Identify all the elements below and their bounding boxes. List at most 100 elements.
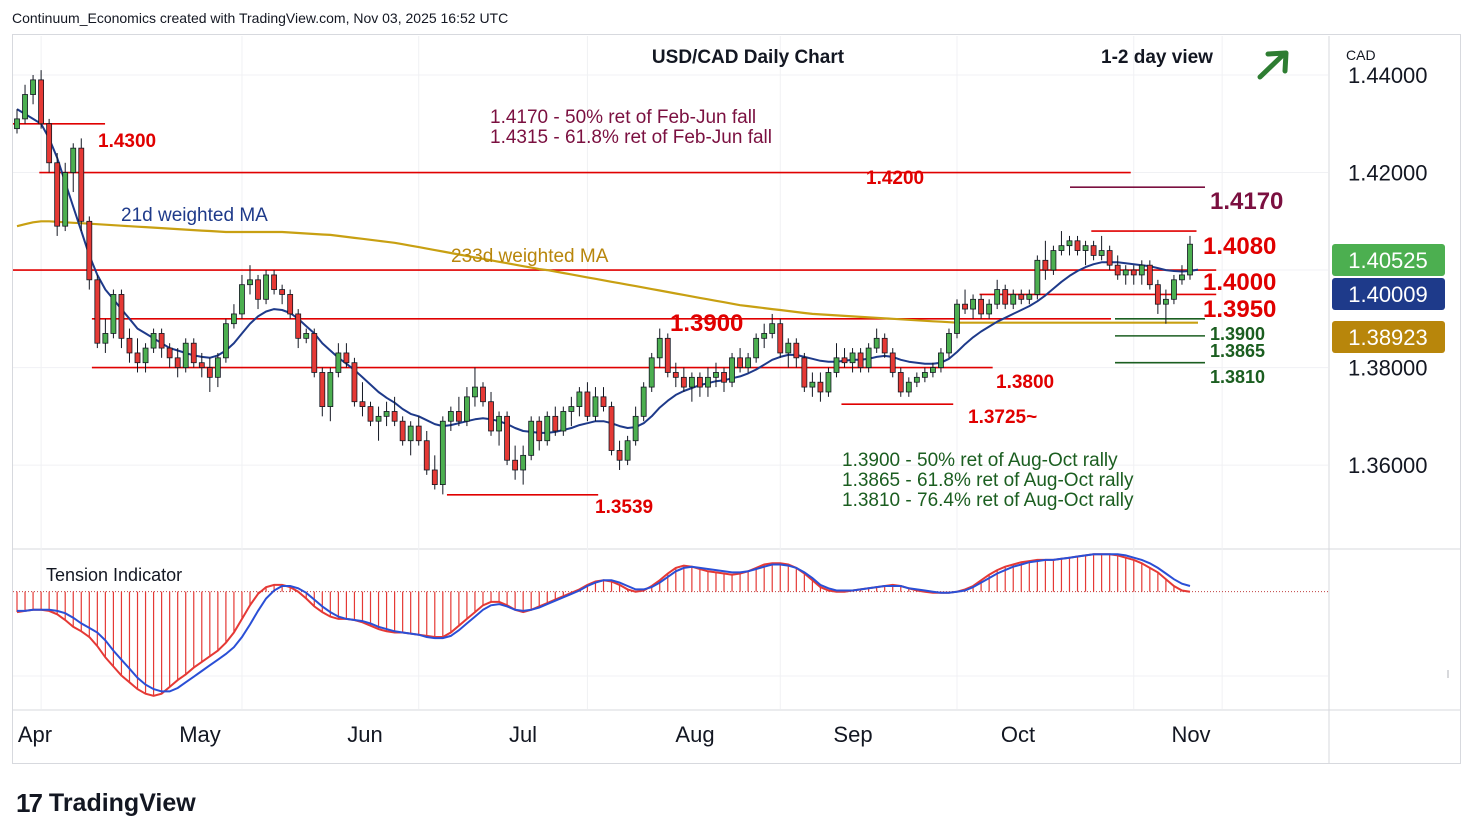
candle-body: [1114, 264, 1121, 276]
fib-level-label: 1.4170: [1210, 188, 1283, 215]
candle-body: [1042, 259, 1049, 271]
candle-body: [198, 362, 205, 368]
candle-body: [857, 352, 864, 368]
candle-body: [938, 352, 944, 368]
y-tick-label: 1.42000: [1348, 161, 1428, 186]
candle-body: [1026, 294, 1033, 300]
attribution-text: Continuum_Economics created with Trading…: [12, 10, 509, 26]
level-label: 1.3900: [670, 310, 743, 337]
fib-lower-note: 1.3810 - 76.4% ret of Aug-Oct rally: [842, 490, 1134, 511]
candle-body: [809, 381, 816, 388]
candle-body: [737, 357, 743, 368]
candle-body: [962, 303, 968, 310]
candle-body: [287, 294, 294, 315]
candle-body: [841, 357, 848, 364]
candle-body: [311, 333, 318, 373]
candle-body: [608, 406, 615, 451]
candle-body: [1130, 269, 1137, 276]
candle-body: [1010, 294, 1017, 305]
candle-body: [174, 357, 181, 368]
candle-body: [214, 357, 221, 378]
level-label: 1.3800: [996, 372, 1054, 393]
candle-body: [640, 386, 647, 417]
tension-indicator-label: Tension Indicator: [46, 565, 182, 585]
candle-body: [801, 357, 808, 388]
candle-body: [303, 333, 310, 339]
candle-body: [1162, 298, 1169, 305]
candle-body: [889, 352, 896, 373]
candle-body: [849, 352, 856, 364]
candle-body: [1074, 240, 1081, 251]
candle-body: [455, 411, 462, 422]
candle-body: [464, 396, 470, 422]
currency-label: CAD: [1346, 47, 1376, 63]
x-tick-label: Nov: [1171, 722, 1210, 747]
fib-lower-note: 1.3900 - 50% ret of Aug-Oct rally: [842, 450, 1118, 471]
candle-body: [271, 274, 277, 290]
candle-body: [1090, 245, 1097, 256]
candle-body: [1082, 245, 1089, 251]
candle-body: [423, 440, 430, 471]
candle-body: [994, 289, 1001, 305]
candle-body: [182, 342, 189, 368]
tradingview-logo-text: TradingView: [48, 789, 196, 817]
candle-body: [560, 411, 567, 432]
x-tick-label: May: [179, 722, 221, 747]
candle-body: [110, 294, 117, 334]
ma233-line: [16, 220, 1198, 324]
candle-body: [721, 372, 727, 383]
arrow-up-right-icon: [1257, 50, 1289, 80]
fib-level-label: 1.3865: [1210, 341, 1265, 361]
ma21-line: [16, 108, 1199, 434]
candle-body: [504, 415, 510, 461]
candle-body: [785, 342, 792, 354]
candle-body: [86, 220, 93, 281]
tension-fast-line: [16, 553, 1191, 697]
tradingview-logo[interactable]: 17 TradingView: [16, 788, 196, 819]
candle-body: [206, 367, 213, 378]
price-badge: [1332, 244, 1445, 276]
candle-body: [761, 333, 768, 339]
candle-body: [592, 396, 599, 417]
candle-body: [1146, 264, 1153, 286]
candle-body: [954, 303, 960, 334]
ma233-curve: [16, 220, 1198, 324]
candle-body: [367, 406, 374, 422]
candle-body: [383, 411, 390, 417]
price-badge: [1332, 278, 1445, 310]
candle-body: [150, 333, 157, 349]
candle-body: [905, 381, 912, 393]
candle-body: [986, 303, 993, 315]
candle-body: [833, 357, 840, 373]
level-label: 1.4080: [1203, 233, 1276, 260]
candle-body: [873, 337, 880, 349]
price-badge: [1332, 321, 1445, 353]
candle-body: [247, 279, 253, 286]
candle-body: [327, 372, 334, 407]
candle-body: [1138, 264, 1145, 276]
candle-body: [391, 411, 398, 422]
candle-body: [913, 376, 920, 383]
y-tick-label: 1.38000: [1348, 356, 1428, 381]
candle-body: [447, 411, 454, 422]
candle-body: [1018, 294, 1025, 300]
candle-body: [1179, 274, 1185, 281]
candle-body: [1171, 279, 1177, 300]
candle-body: [616, 450, 623, 461]
candle-body: [552, 415, 559, 432]
x-tick-label: Apr: [18, 722, 52, 747]
candle-body: [1050, 250, 1057, 271]
arrow-head: [1265, 50, 1289, 74]
candle-body: [415, 425, 422, 442]
fib-level-label: 1.3900: [1210, 324, 1265, 344]
candle-body: [158, 333, 165, 349]
fib-upper-note: 1.4170 - 50% ret of Feb-Jun fall: [490, 107, 756, 128]
candle-body: [1002, 289, 1009, 305]
candle-body: [697, 376, 703, 388]
candle-body: [488, 401, 494, 432]
candle-body: [817, 381, 824, 393]
candle-body: [255, 279, 261, 300]
candle-body: [672, 372, 679, 378]
